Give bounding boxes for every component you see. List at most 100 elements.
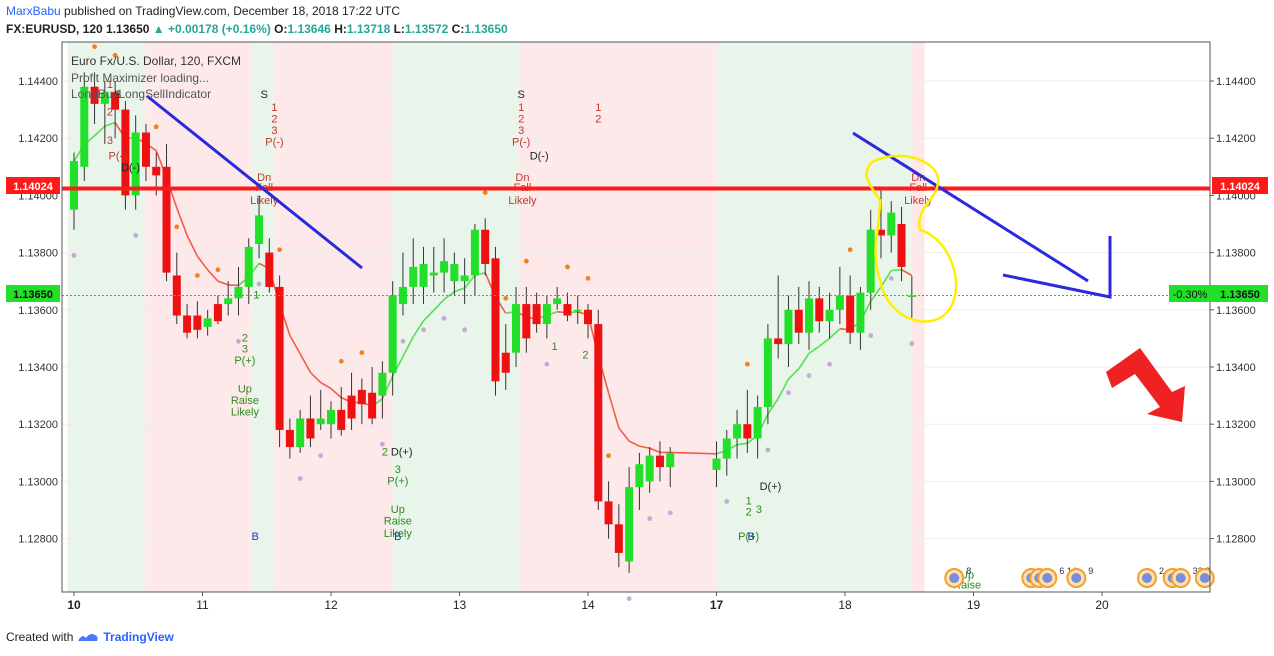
high-value: 1.13718 (346, 22, 391, 36)
ma-line-segment (391, 356, 404, 377)
candle-bear (193, 315, 202, 330)
signal-label: 3 (395, 464, 401, 476)
price-badges: 1.14024 1.14024 1.13650 -0.30% 1.13650 (6, 177, 1268, 302)
candle-bear (501, 352, 510, 373)
candle-bull (388, 295, 397, 373)
ma-line-segment (454, 287, 465, 293)
trail-dot (71, 253, 77, 258)
candle-bull (224, 298, 233, 305)
signal-label: P(-) (512, 136, 530, 148)
candle-bear (655, 455, 664, 468)
signal-label: 2 (746, 507, 752, 519)
signal-label: Likely (231, 407, 260, 419)
author-link[interactable]: MarxBabu (6, 4, 61, 18)
ma-line-segment (196, 255, 209, 271)
x-tick-label: 11 (196, 598, 209, 612)
candle-bear (481, 229, 490, 265)
trail-dot (667, 510, 673, 516)
trail-dot (400, 338, 406, 344)
trail-dot (888, 275, 894, 281)
current-badge-left (6, 285, 60, 302)
signal-label: 3 (756, 504, 762, 516)
tradingview-brand-link[interactable]: TradingView (103, 630, 174, 644)
trail-dot (421, 327, 426, 333)
ma-line-segment (628, 440, 640, 447)
y-tick-right: 1.14400 (1216, 76, 1256, 88)
x-tick-label: 13 (453, 598, 467, 612)
trail-dot (565, 264, 570, 270)
candle-bull (80, 86, 89, 167)
trail-dot (806, 373, 812, 378)
y-tick-left: 1.13600 (18, 305, 58, 317)
candle-bull (440, 261, 449, 273)
ma-line-segment (299, 353, 312, 373)
flag-inner (1071, 573, 1082, 583)
ma-line-segment (422, 309, 435, 322)
price-change: +0.00178 (+0.16%) (168, 22, 271, 36)
x-tick-label: 17 (710, 598, 724, 612)
candle-bull (866, 229, 875, 293)
last-price: 1.13650 (106, 22, 150, 36)
flag-inner (949, 573, 960, 583)
candle-bull (856, 292, 865, 333)
zone-green (392, 42, 519, 592)
signal-label: 2 (242, 332, 248, 344)
level-badge-left-text: 1.14024 (13, 181, 54, 193)
event-count: 6 14 (1059, 566, 1077, 576)
x-tick-label: 12 (324, 598, 338, 612)
y-tick-right: 1.13800 (1216, 248, 1256, 260)
y-tick-right: 1.13400 (1216, 362, 1256, 374)
candle-bull (722, 438, 731, 459)
pct-badge-text: -0.30% (1173, 289, 1208, 301)
ma-line-segment (217, 280, 229, 286)
signal-label: P(-) (265, 136, 283, 148)
trail-dot (626, 596, 632, 602)
trend-line-down-2 (852, 131, 1089, 283)
signal-label: 2 (271, 113, 277, 125)
candle-bull (100, 92, 109, 104)
candle-bear (774, 338, 783, 345)
legend-indicator-long-buy-long-sell: LongBuyLongSellIndicator (71, 87, 211, 101)
ma-line-segment (798, 352, 810, 370)
trail-dot (297, 476, 303, 481)
event-count: 9 (1088, 566, 1093, 576)
candle-bear (604, 501, 613, 525)
highlight-ellipse (865, 154, 958, 323)
y-tick-right: 1.14200 (1216, 133, 1256, 145)
current-badge-right-text: 1.13650 (1220, 289, 1260, 301)
signal-label: 1 (253, 289, 259, 301)
candle-bear (275, 286, 284, 430)
signal-label: B (394, 531, 401, 543)
signal-label: Raise (384, 515, 412, 527)
open-label: O: (274, 22, 288, 36)
candle-bull (70, 161, 78, 210)
signal-label: 1 (107, 79, 113, 91)
candle-bear (846, 295, 855, 333)
event-count: 2 (1159, 566, 1164, 576)
candle-bull (835, 295, 844, 310)
created-with-text: Created with (6, 630, 74, 644)
ma-line-segment (808, 345, 820, 355)
flag-inner (1175, 573, 1186, 583)
signal-label: S (261, 89, 268, 101)
y-tick-right: 1.13600 (1216, 305, 1256, 317)
candle-bull (542, 304, 551, 325)
ma-line-segment (402, 336, 414, 357)
candle-bear (897, 224, 906, 267)
candle-bull (712, 458, 721, 470)
candle-bear (172, 275, 181, 316)
signal-label: P(+) (738, 531, 759, 543)
ma-line-segment (891, 268, 902, 272)
candle-bear (584, 309, 592, 325)
candle-bear (265, 252, 274, 287)
trail-dot (827, 361, 832, 367)
candle-bull (244, 246, 253, 287)
candle-bull (763, 338, 772, 408)
candle-bear (563, 304, 572, 316)
trend-line-down-1 (146, 94, 363, 270)
candle-bear (90, 86, 99, 104)
signal-label: Dn (515, 172, 529, 184)
trail-dot (92, 44, 97, 50)
ma-line-segment (443, 290, 455, 301)
